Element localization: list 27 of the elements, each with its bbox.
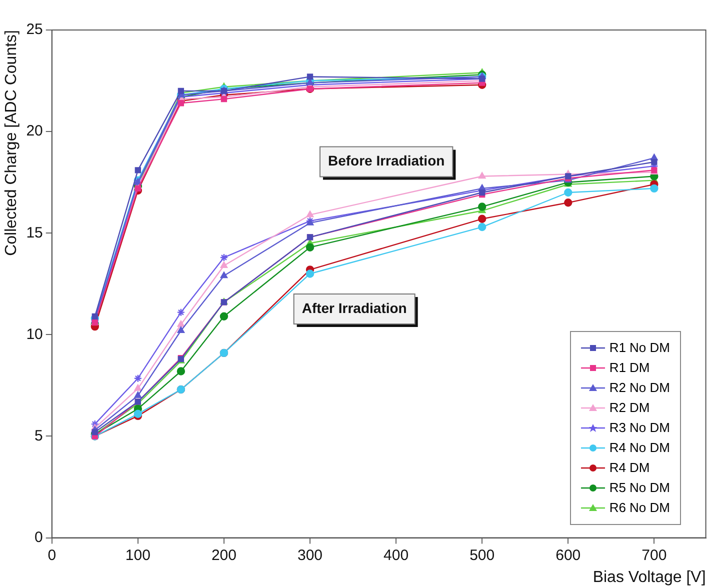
legend-label: R1 No DM <box>609 339 670 357</box>
x-tick-label: 600 <box>556 546 581 564</box>
x-tick-label: 400 <box>384 546 409 564</box>
legend-label: R4 No DM <box>609 439 670 457</box>
y-tick-label: 15 <box>26 224 43 242</box>
x-tick-label: 0 <box>48 546 56 564</box>
annotation: Before Irradiation <box>328 152 445 169</box>
y-tick-label: 0 <box>34 528 43 546</box>
legend-label: R2 No DM <box>609 379 670 397</box>
y-axis-title: Collected Charge [ADC Counts] <box>3 30 20 256</box>
x-axis-title: Bias Voltage [V] <box>592 568 706 586</box>
legend-label: R6 No DM <box>609 499 670 517</box>
legend-label: R3 No DM <box>609 419 670 437</box>
legend-label: R4 DM <box>609 459 650 477</box>
y-tick-label: 5 <box>34 427 43 444</box>
y-tick-label: 25 <box>26 21 43 38</box>
x-tick-label: 100 <box>125 546 150 564</box>
x-tick-label: 500 <box>470 546 495 564</box>
x-tick-label: 300 <box>297 546 323 564</box>
x-tick-label: 700 <box>642 546 667 564</box>
y-tick-label: 10 <box>26 326 43 343</box>
y-tick-label: 20 <box>26 122 43 140</box>
legend-label: R2 DM <box>609 399 650 417</box>
x-tick-label: 200 <box>211 546 236 564</box>
legend-label: R1 DM <box>609 359 650 377</box>
annotation: After Irradiation <box>302 300 407 316</box>
legend-label: R5 No DM <box>609 479 670 497</box>
